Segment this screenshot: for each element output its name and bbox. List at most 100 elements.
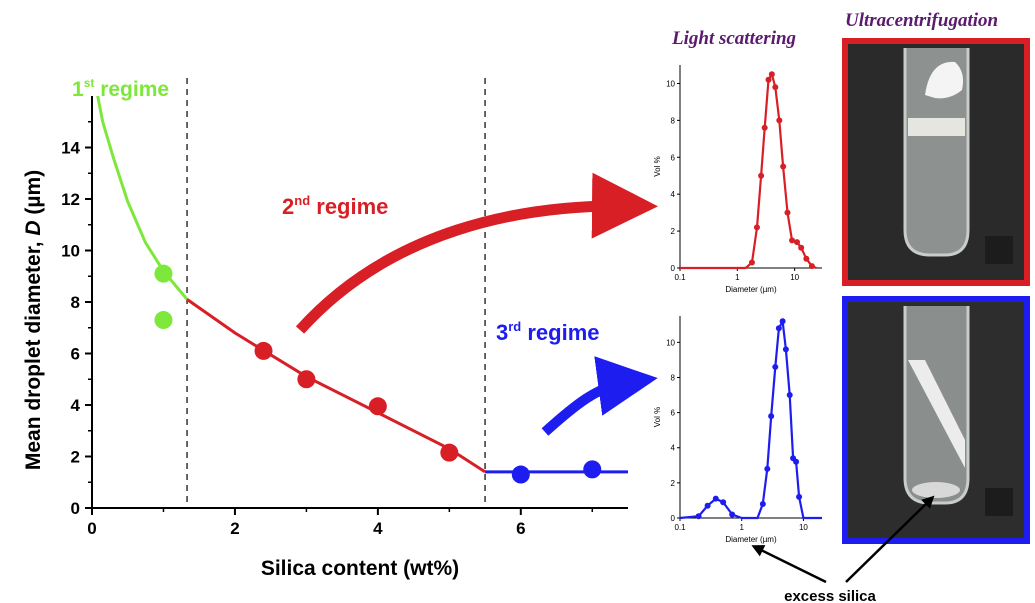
inset-x-axis-label: Diameter (µm) <box>725 535 777 544</box>
inset-data-point <box>761 124 768 131</box>
inset-data-point <box>796 493 803 500</box>
inset-data-point <box>772 84 779 91</box>
inset-data-point <box>768 71 775 78</box>
inset-y-tick-label: 6 <box>671 153 676 162</box>
inset-y-tick-label: 4 <box>671 190 676 199</box>
main-fit-curves <box>96 95 628 474</box>
inset-x-tick-label: 10 <box>799 523 808 532</box>
inset-y-tick-label: 6 <box>671 409 676 418</box>
main-data-point <box>297 370 316 389</box>
main-data-point <box>583 460 602 479</box>
inset-x-tick-label: 1 <box>739 523 744 532</box>
main-y-tick-label: 14 <box>61 139 80 158</box>
inset-data-point <box>784 209 791 216</box>
regime-3-sup: rd <box>508 319 521 334</box>
inset-data-point <box>712 495 719 502</box>
inset-data-point <box>758 172 765 179</box>
main-data-point <box>511 465 530 484</box>
main-data-point <box>254 341 273 360</box>
heading-light-scattering: Light scattering <box>672 28 797 49</box>
inset-data-point <box>794 239 801 246</box>
inset-y-tick-label: 8 <box>671 116 676 125</box>
inset-y-tick-label: 10 <box>666 79 675 88</box>
inset-data-point <box>768 413 775 420</box>
main-y-tick-label: 12 <box>61 190 80 209</box>
inset-data-point <box>729 511 736 518</box>
inset-data-point <box>765 76 772 83</box>
inset-data-point <box>764 465 771 472</box>
main-y-tick-label: 6 <box>71 345 80 364</box>
inset-y-tick-label: 8 <box>671 373 676 382</box>
inset-data-point <box>803 255 810 262</box>
excess-silica-pointer-2 <box>845 495 935 583</box>
inset-x-tick-label: 1 <box>735 273 740 282</box>
main-data-point <box>154 311 173 330</box>
inset-data-point <box>793 458 800 465</box>
main-y-tick-label: 8 <box>71 293 80 312</box>
main-x-tick-label: 4 <box>373 519 383 538</box>
main-data-point <box>440 443 459 462</box>
inset-data-point <box>759 500 766 507</box>
inset-x-tick-label: 0.1 <box>674 273 686 282</box>
inset-y-tick-label: 10 <box>666 338 675 347</box>
main-data-point <box>368 397 387 416</box>
main-fit-line <box>186 298 486 474</box>
main-y-tick-label: 10 <box>61 242 80 261</box>
inset-y-tick-label: 2 <box>671 227 676 236</box>
inset-data-point <box>776 117 783 124</box>
inset-chart-light-scattering-bottom: 0 2 4 6 8 10 0.1 1 10 Diameter (µm) Vol % <box>653 316 822 544</box>
red-arrow <box>295 172 658 334</box>
inset-data-point <box>782 346 789 353</box>
main-vlines <box>186 78 486 508</box>
ylabel-part: (µm) <box>22 170 45 221</box>
excess-silica-pointer-1 <box>751 545 827 584</box>
inset-series-line <box>679 317 822 520</box>
regime-2-label: 2nd regime <box>282 193 388 219</box>
regime-1-label: 1st regime <box>72 76 169 101</box>
main-x-tick-label: 6 <box>516 519 525 538</box>
main-data-point <box>154 264 173 283</box>
excess-silica-label: excess silica <box>784 588 876 603</box>
inset-y-tick-label: 2 <box>671 479 676 488</box>
inset-y-axis-label: Vol % <box>653 407 662 427</box>
regime-3-label: 3rd regime <box>496 319 600 345</box>
ylabel-part: Mean droplet diameter, <box>22 236 45 471</box>
inset-x-axis-label: Diameter (µm) <box>725 285 777 294</box>
tube-photo-bottom <box>848 302 1024 538</box>
regime-2-number: 2 <box>282 194 294 219</box>
inset-y-axis-label: Vol % <box>653 156 662 176</box>
inset-data-point <box>808 263 815 270</box>
tube-frame-blue <box>842 296 1030 544</box>
main-y-tick-label: 4 <box>71 396 81 415</box>
inset-data-point <box>772 363 779 370</box>
inset-data-point <box>704 502 711 509</box>
inset-data-point <box>780 163 787 170</box>
ylabel-italic-d: D <box>22 220 45 235</box>
main-y-axis-label: Mean droplet diameter, D (µm) <box>22 170 45 470</box>
regime-2-sup: nd <box>294 193 310 208</box>
tube-frame-red <box>842 38 1030 286</box>
inset-data-point <box>720 499 727 506</box>
inset-x-tick-label: 10 <box>790 273 799 282</box>
regime-1-number: 1 <box>72 78 84 101</box>
heading-ultracentrifugation: Ultracentrifugation <box>845 10 999 31</box>
regime-3-text: regime <box>521 320 599 345</box>
inset-y-tick-label: 0 <box>671 264 676 273</box>
regime-1-sup: st <box>84 76 95 90</box>
inset-y-tick-label: 4 <box>671 444 676 453</box>
inset-data-point <box>775 325 782 332</box>
regime-2-text: regime <box>310 194 388 219</box>
main-tick-labels: 0 2 4 6 0 2 4 6 8 10 12 14 <box>61 139 525 539</box>
blue-arrow <box>541 356 658 436</box>
inset-chart-light-scattering-top: 0 2 4 6 8 10 0.1 1 10 Diameter (µm) Vol % <box>653 65 822 294</box>
main-x-tick-label: 2 <box>230 519 239 538</box>
main-x-tick-label: 0 <box>87 519 96 538</box>
inset-data-point <box>753 224 760 231</box>
inset-y-tick-label: 0 <box>671 514 676 523</box>
inset-series-line <box>680 71 817 270</box>
inset-data-point <box>748 259 755 266</box>
inset-data-point <box>695 513 702 520</box>
tube-photo-top <box>848 44 1024 280</box>
